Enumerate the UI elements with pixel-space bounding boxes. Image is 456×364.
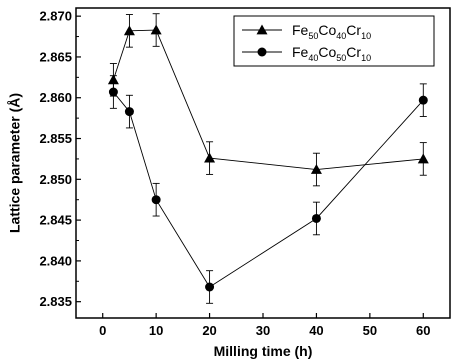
- data-point: [150, 24, 162, 35]
- y-tick-label: 2.835: [39, 294, 72, 309]
- legend-box: [233, 15, 435, 67]
- x-tick-label: 30: [256, 323, 270, 338]
- data-point: [123, 25, 135, 36]
- series-line: [112, 29, 424, 170]
- data-point: [204, 152, 216, 163]
- y-axis-title: Lattice parameter (Å): [7, 93, 23, 233]
- data-point: [310, 164, 322, 174]
- data-point: [418, 95, 428, 105]
- y-tick-label: 2.845: [39, 213, 72, 228]
- x-tick-label: 0: [99, 323, 106, 338]
- legend-label: Fe40Co50Cr10: [292, 44, 371, 63]
- legend-label: Fe50Co40Cr10: [292, 22, 371, 41]
- series-line: [113, 91, 424, 288]
- data-point: [205, 282, 215, 292]
- x-tick-label: 50: [363, 323, 377, 338]
- series-triangle: [107, 13, 429, 187]
- series-circle: [108, 75, 428, 304]
- data-point: [124, 107, 134, 117]
- legend-marker: [257, 47, 267, 57]
- data-point: [311, 213, 321, 223]
- legend-marker: [256, 24, 268, 35]
- x-tick-label: 60: [416, 323, 430, 338]
- y-tick-label: 2.860: [39, 90, 72, 105]
- y-tick-label: 2.855: [39, 131, 72, 146]
- series-layer: [107, 13, 429, 304]
- y-tick-label: 2.840: [39, 253, 72, 268]
- x-axis-title: Milling time (h): [214, 343, 313, 359]
- x-tick-label: 40: [309, 323, 323, 338]
- data-point: [417, 153, 429, 164]
- x-tick-label: 10: [149, 323, 163, 338]
- y-tick-label: 2.865: [39, 49, 72, 64]
- axis-ticks: 0 10 20 30 40 50 60 2.835 2.840 2.845 2.850 2.855 2.…: [39, 9, 430, 338]
- data-point: [108, 87, 118, 97]
- legend: Fe50Co40Cr10 Fe40Co50Cr10: [233, 15, 435, 67]
- y-tick-label: 2.850: [39, 172, 72, 187]
- x-tick-label: 20: [202, 323, 216, 338]
- data-point: [151, 195, 161, 205]
- y-tick-label: 2.870: [39, 9, 72, 24]
